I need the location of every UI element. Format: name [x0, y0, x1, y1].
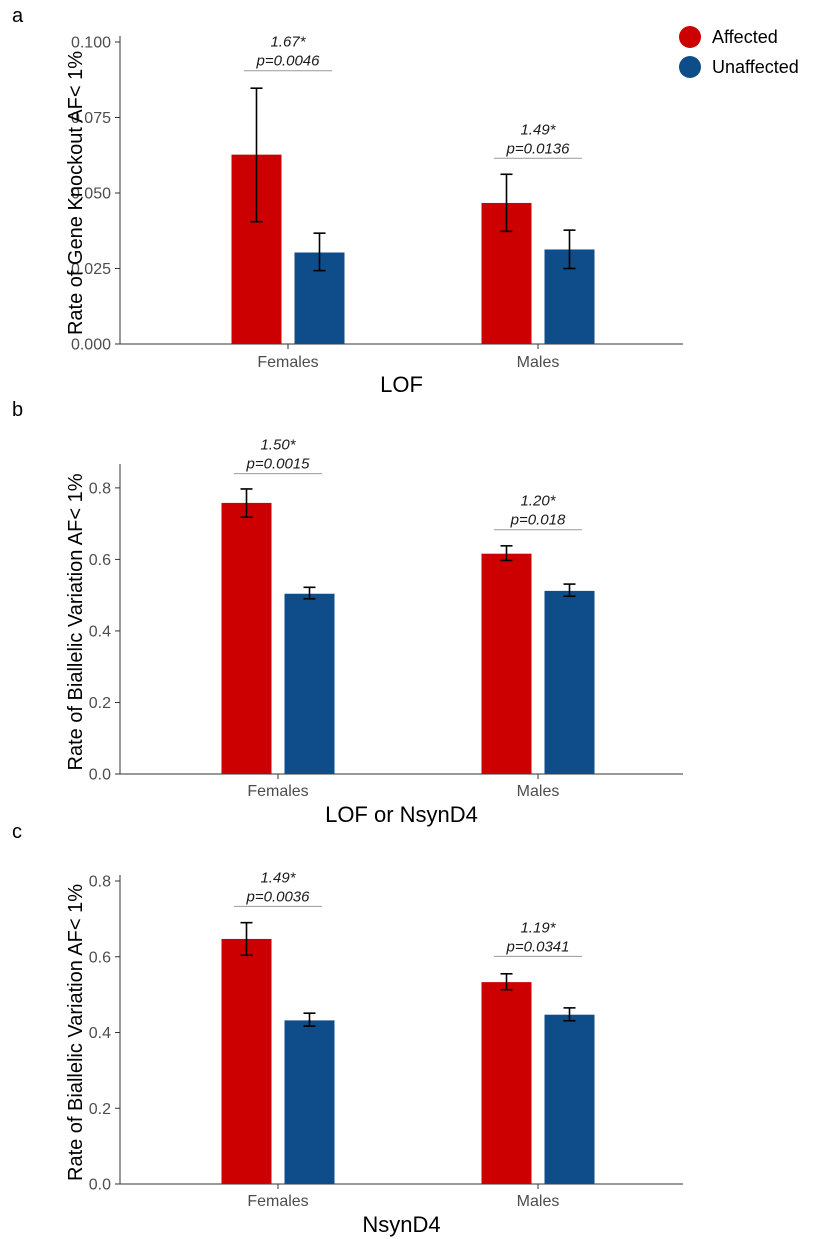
bar-affected-males	[481, 553, 532, 774]
y-tick-label: 0.100	[71, 35, 111, 52]
ratio-label: 1.50*	[260, 437, 296, 454]
x-axis-label: LOF or NsynD4	[325, 802, 478, 827]
bar-unaffected-males	[544, 1014, 595, 1184]
p-value-label: p=0.0046	[256, 53, 321, 70]
legend-label-unaffected: Unaffected	[712, 57, 799, 77]
y-axis-label: Rate of Gene Knockout AF< 1%	[65, 51, 87, 335]
x-tick-label: Females	[257, 354, 318, 371]
x-tick-label: Females	[247, 783, 308, 800]
x-axis-label: LOF	[380, 372, 423, 397]
y-tick-label: 0.050	[71, 186, 111, 203]
y-tick-label: 0.4	[89, 623, 111, 640]
x-tick-label: Males	[517, 354, 560, 371]
y-tick-label: 0.4	[89, 1025, 111, 1042]
x-tick-label: Males	[517, 1193, 560, 1210]
y-tick-label: 0.8	[89, 874, 111, 891]
bar-unaffected-females	[284, 593, 335, 774]
y-tick-label: 0.6	[89, 552, 111, 569]
x-tick-label: Females	[247, 1193, 308, 1210]
y-axis-label: Rate of Biallelic Variation AF< 1%	[65, 884, 87, 1181]
y-tick-label: 0.0	[89, 1177, 111, 1194]
bar-unaffected-females	[284, 1020, 335, 1184]
y-tick-label: 0.6	[89, 949, 111, 966]
legend-swatch-affected	[679, 26, 701, 48]
y-tick-label: 0.075	[71, 110, 111, 127]
ratio-label: 1.67*	[270, 34, 306, 51]
x-axis-label: NsynD4	[362, 1212, 440, 1237]
ratio-label: 1.49*	[520, 121, 556, 138]
bar-affected-females	[221, 938, 272, 1184]
x-tick-label: Males	[517, 783, 560, 800]
y-axis-label: Rate of Biallelic Variation AF< 1%	[65, 473, 87, 770]
y-tick-label: 0.2	[89, 695, 111, 712]
y-tick-label: 0.0	[89, 767, 111, 784]
legend: Affected Unaffected	[679, 26, 799, 78]
y-tick-label: 0.025	[71, 261, 111, 278]
legend-label-affected: Affected	[712, 27, 778, 47]
y-tick-label: 0.000	[71, 337, 111, 354]
p-value-label: p=0.018	[510, 512, 566, 529]
panel-letter: c	[12, 821, 22, 843]
y-tick-label: 0.8	[89, 480, 111, 497]
y-tick-label: 0.2	[89, 1101, 111, 1118]
ratio-label: 1.20*	[520, 493, 556, 510]
ratio-label: 1.19*	[520, 919, 556, 936]
bar-unaffected-males	[544, 590, 595, 774]
panel-letter: b	[12, 399, 23, 421]
bar-affected-males	[481, 982, 532, 1184]
panel-letter: a	[12, 5, 24, 27]
p-value-label: p=0.0136	[506, 140, 571, 157]
bar-affected-females	[221, 502, 272, 774]
p-value-label: p=0.0036	[246, 888, 311, 905]
p-value-label: p=0.0341	[506, 938, 570, 955]
p-value-label: p=0.0015	[246, 456, 311, 473]
legend-swatch-unaffected	[679, 56, 701, 78]
ratio-label: 1.49*	[260, 869, 296, 886]
